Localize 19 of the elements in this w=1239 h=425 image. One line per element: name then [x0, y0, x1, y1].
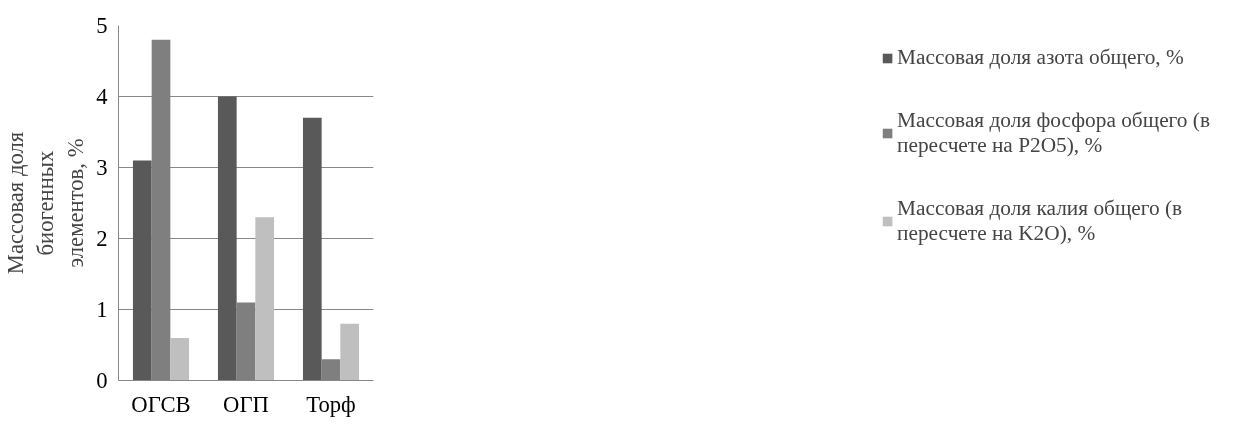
- bar: [132, 160, 152, 381]
- legend-label: Массовая доля калия общего (в пересчете на K2O), %: [897, 196, 1183, 246]
- y-tick-label: 4: [96, 84, 108, 109]
- bar: [340, 323, 360, 381]
- legend-label: Массовая доля азота общего, %: [897, 45, 1184, 70]
- bar: [302, 117, 322, 381]
- y-tick-label: 5: [96, 13, 108, 38]
- bar: [255, 217, 275, 381]
- x-tick-label: ОГП: [223, 391, 269, 417]
- bar: [217, 96, 237, 381]
- x-tick-label: Торф: [306, 391, 356, 417]
- y-tick-label: 3: [96, 155, 108, 180]
- bar: [170, 337, 190, 381]
- y-tick-label: 0: [96, 368, 108, 393]
- legend-label: Массовая доля фосфора общего (в пересчете на P2O5), %: [897, 108, 1210, 158]
- y-tick-label: 1: [96, 297, 108, 322]
- y-tick-label: 2: [96, 226, 108, 251]
- x-tick-label: ОГСВ: [131, 391, 191, 417]
- y-axis-title: Массовая доля биогенных элементов, %: [3, 131, 89, 275]
